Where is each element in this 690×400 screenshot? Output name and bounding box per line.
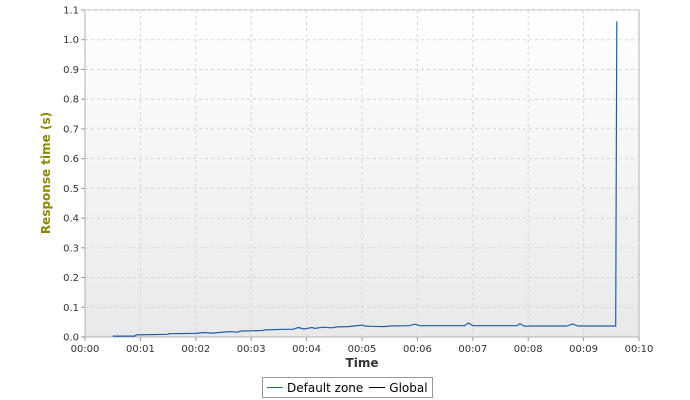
y-tick-label: 0.4 xyxy=(63,214,79,225)
x-tick-label: 00:05 xyxy=(348,344,377,355)
y-tick-label: 0.1 xyxy=(63,303,79,314)
x-axis: 00:00 00:01 00:02 00:03 00:04 00:05 00:06 00:07… xyxy=(71,337,654,355)
y-tick-label: 0.9 xyxy=(63,65,79,76)
y-axis-title: Response time (s) xyxy=(39,112,53,234)
series-layer xyxy=(112,21,618,337)
legend-label-global: Global xyxy=(389,380,428,395)
y-axis: 0.0 0.1 0.2 0.3 0.4 0.5 0.6 0.7 0.8 0.9 1.0 1.1 xyxy=(63,6,85,344)
series-line-default-zone xyxy=(112,21,618,337)
x-tick-label: 00:00 xyxy=(71,344,100,355)
x-tick-label: 00:10 xyxy=(625,344,654,355)
x-tick-label: 00:04 xyxy=(292,344,321,355)
legend-swatch-global xyxy=(369,387,386,388)
y-tick-label: 0.5 xyxy=(63,184,79,195)
legend-item-global: Global xyxy=(369,380,428,395)
y-tick-label: 0.8 xyxy=(63,95,79,106)
x-tick-label: 00:08 xyxy=(514,344,543,355)
x-tick-label: 00:02 xyxy=(181,344,210,355)
y-tick-label: 0.2 xyxy=(63,273,79,284)
x-axis-title: Time xyxy=(346,356,379,370)
x-tick-label: 00:06 xyxy=(403,344,432,355)
legend-swatch-default-zone xyxy=(267,387,283,388)
x-tick-label: 00:01 xyxy=(126,344,155,355)
y-tick-label: 1.1 xyxy=(63,6,79,17)
grid xyxy=(85,9,639,337)
x-tick-label: 00:03 xyxy=(237,344,266,355)
y-tick-label: 1.0 xyxy=(63,35,79,46)
y-tick-label: 0.0 xyxy=(63,333,79,344)
y-tick-label: 0.7 xyxy=(63,124,79,135)
y-tick-label: 0.3 xyxy=(63,243,79,254)
x-tick-label: 00:07 xyxy=(458,344,487,355)
y-tick-label: 0.6 xyxy=(63,154,79,165)
legend-item-default-zone: Default zone xyxy=(267,381,363,395)
legend-label-default-zone: Default zone xyxy=(287,380,364,395)
legend: Default zone Global xyxy=(262,377,433,398)
x-tick-label: 00:09 xyxy=(569,344,598,355)
